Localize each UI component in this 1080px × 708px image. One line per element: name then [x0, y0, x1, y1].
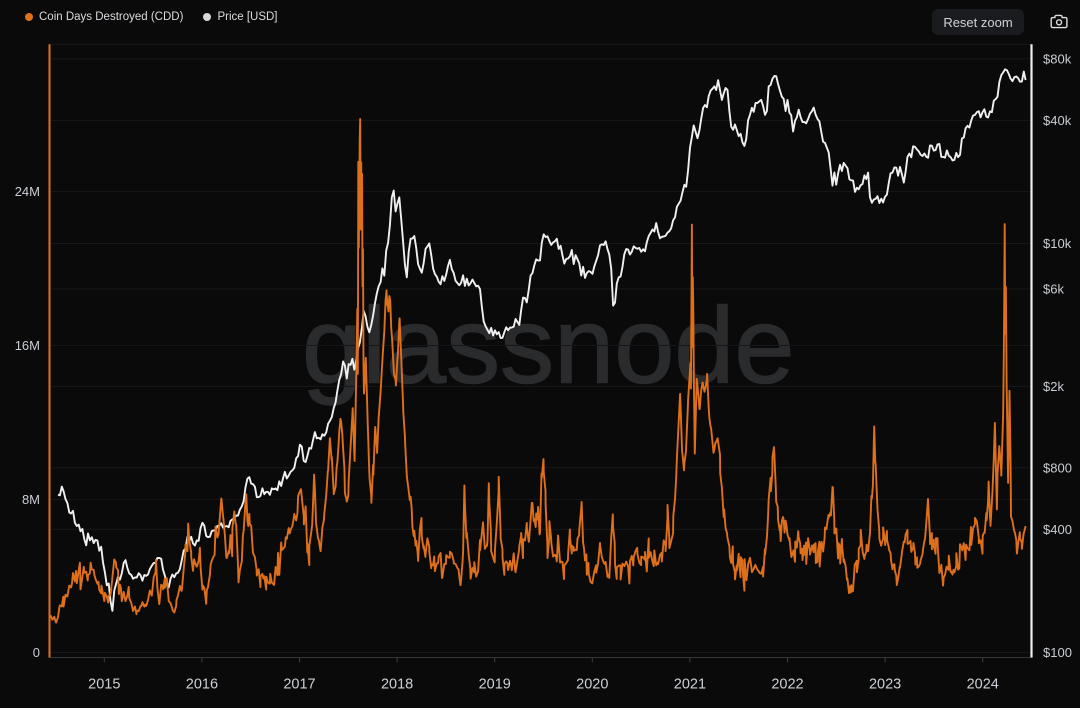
svg-text:0: 0	[33, 645, 40, 660]
svg-text:2020: 2020	[576, 677, 608, 693]
svg-text:2015: 2015	[88, 677, 120, 693]
svg-text:$400: $400	[1043, 522, 1072, 537]
svg-text:glassnode: glassnode	[302, 285, 794, 406]
svg-text:$40k: $40k	[1043, 113, 1072, 128]
svg-text:24M: 24M	[15, 184, 40, 199]
svg-text:$80k: $80k	[1043, 51, 1072, 66]
svg-text:2024: 2024	[967, 677, 999, 693]
svg-text:$6k: $6k	[1043, 281, 1064, 296]
svg-text:2023: 2023	[869, 677, 901, 693]
svg-text:2022: 2022	[771, 677, 803, 693]
svg-text:2016: 2016	[186, 677, 218, 693]
svg-text:$10k: $10k	[1043, 236, 1072, 251]
svg-text:2018: 2018	[381, 677, 413, 693]
svg-text:$100: $100	[1043, 645, 1072, 660]
svg-text:2019: 2019	[479, 677, 511, 693]
svg-text:2021: 2021	[674, 677, 706, 693]
svg-text:8M: 8M	[22, 492, 40, 507]
svg-text:$800: $800	[1043, 460, 1072, 475]
svg-text:2017: 2017	[283, 677, 315, 693]
svg-text:$2k: $2k	[1043, 379, 1064, 394]
svg-text:16M: 16M	[15, 338, 40, 353]
